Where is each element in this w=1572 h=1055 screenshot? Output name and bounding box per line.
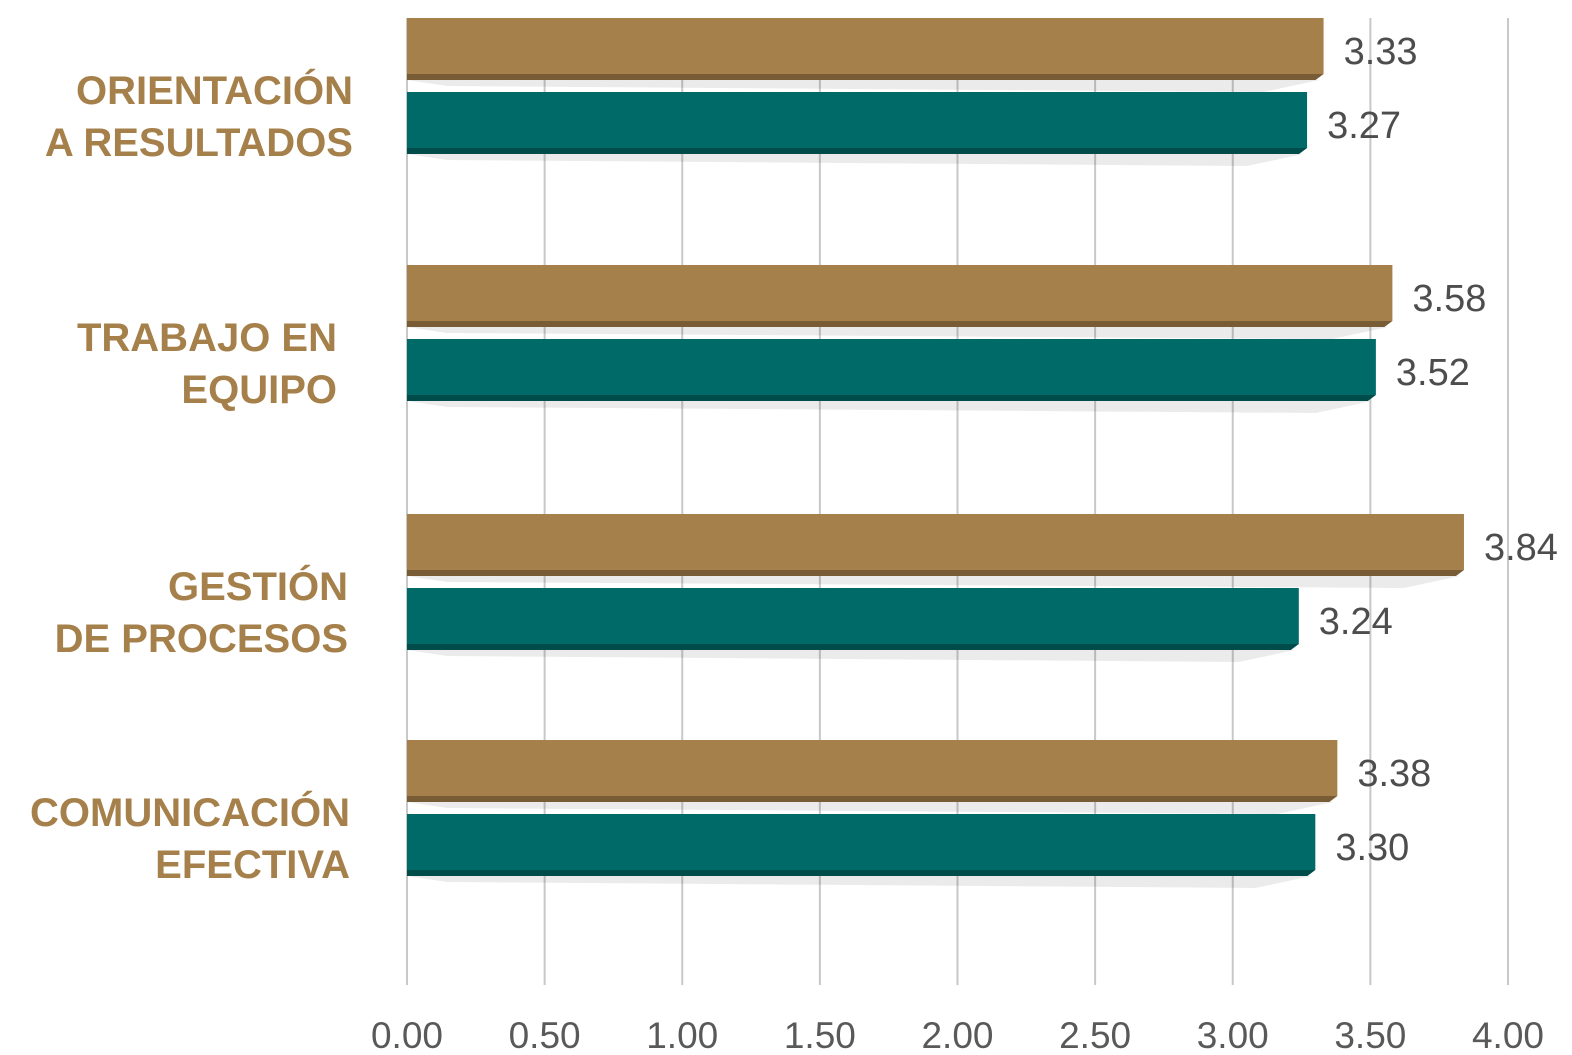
bar-shadow <box>407 876 1312 888</box>
bar <box>407 265 1393 321</box>
category-labels: ORIENTACIÓN A RESULTADOS TRABAJO EN EQUIPO G… <box>30 67 353 887</box>
category-label: ORIENTACIÓN <box>76 67 353 113</box>
x-tick-label: 4.00 <box>1472 1015 1544 1055</box>
category-label: A RESULTADOS <box>45 121 353 165</box>
bar-value-label: 3.52 <box>1396 352 1470 394</box>
bar-shadow <box>407 327 1389 339</box>
x-tick-label: 0.00 <box>371 1015 443 1055</box>
category-label: COMUNICACIÓN <box>30 789 350 835</box>
bar-bevel <box>407 395 1376 401</box>
bar-bevel <box>407 796 1338 802</box>
category-label: EFECTIVA <box>155 843 350 887</box>
bar-shadow <box>407 576 1460 588</box>
bar-bevel <box>407 321 1393 327</box>
x-tick-label: 3.50 <box>1334 1015 1406 1055</box>
bar-value-label: 3.84 <box>1484 527 1558 569</box>
bar <box>407 18 1324 74</box>
bar-shadows <box>407 80 1460 888</box>
bar-value-label: 3.38 <box>1357 753 1431 795</box>
bars <box>407 18 1464 876</box>
gridlines <box>406 18 1509 985</box>
bar-bevel <box>407 570 1464 576</box>
x-tick-label: 3.00 <box>1197 1015 1269 1055</box>
bar-shadow <box>407 650 1295 662</box>
bar-shadow <box>407 80 1320 92</box>
bar <box>407 814 1316 870</box>
x-tick-label: 1.50 <box>784 1015 856 1055</box>
bar-bevel <box>407 644 1299 650</box>
bar-value-label: 3.27 <box>1327 105 1401 147</box>
bar-value-label: 3.33 <box>1344 31 1418 73</box>
bar-bevel <box>407 74 1324 80</box>
bar-bevel <box>407 870 1316 876</box>
bar-shadow <box>407 802 1334 814</box>
x-tick-label: 0.50 <box>509 1015 581 1055</box>
category-label: DE PROCESOS <box>55 617 348 661</box>
category-label: TRABAJO EN <box>77 316 337 360</box>
category-label: GESTIÓN <box>168 563 348 609</box>
x-tick-label: 2.00 <box>921 1015 993 1055</box>
bar <box>407 514 1464 570</box>
bar-shadow <box>407 401 1372 413</box>
bar <box>407 588 1299 644</box>
x-tick-label: 1.00 <box>646 1015 718 1055</box>
bar-value-label: 3.30 <box>1335 827 1409 869</box>
x-tick-label: 2.50 <box>1059 1015 1131 1055</box>
x-axis-tick-labels: 0.00 0.50 1.00 1.50 2.00 2.50 3.00 3.50 4.00 <box>371 1015 1544 1055</box>
value-labels: 3.33 3.58 3.84 3.38 3.27 3.52 3.24 3.30 <box>1319 31 1558 869</box>
bar-shadow <box>407 154 1304 166</box>
bar-value-label: 3.58 <box>1412 278 1486 320</box>
category-label: EQUIPO <box>181 368 337 412</box>
bar <box>407 339 1376 395</box>
bar-value-label: 3.24 <box>1319 601 1393 643</box>
bar-bevel <box>407 148 1308 154</box>
bar <box>407 92 1308 148</box>
bar <box>407 740 1338 796</box>
